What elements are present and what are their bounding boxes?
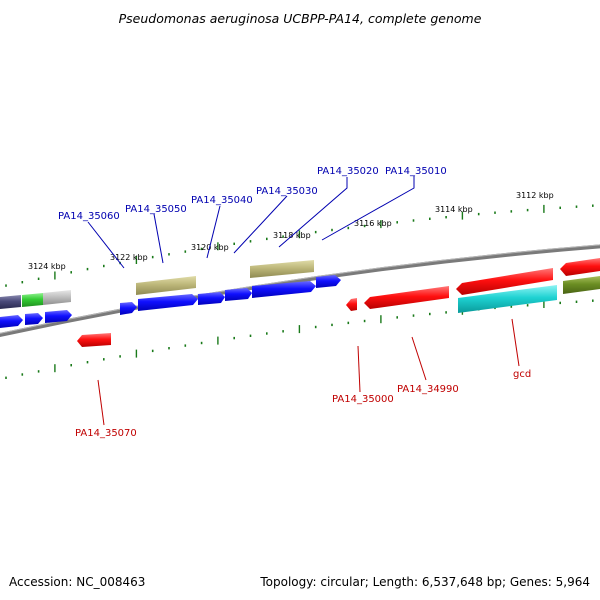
upper-tick-track	[5, 204, 594, 287]
gene-PA14_35040[interactable]	[198, 292, 225, 305]
reverse-strand-genes	[0, 258, 600, 347]
tick-label-3122: 3122 kbp	[110, 253, 148, 262]
gene-label-PA14_35010[interactable]: PA14_35010	[385, 166, 447, 177]
gene-feature[interactable]	[43, 290, 71, 305]
gene-feature[interactable]	[45, 310, 72, 323]
gene-label-PA14_35060[interactable]: PA14_35060	[58, 211, 120, 222]
gene-label-PA14_35050[interactable]: PA14_35050	[125, 204, 187, 215]
leader-line-PA14_34990	[411, 336, 427, 381]
leader-line-PA14_35020	[278, 177, 348, 248]
leader-line-PA14_35060	[87, 221, 125, 269]
leader-line-PA14_35050	[153, 213, 164, 264]
genome-title: Pseudomonas aeruginosa UCBPP-PA14, compl…	[119, 11, 482, 26]
leader-line-PA14_35010	[321, 176, 415, 241]
gene-feature[interactable]	[0, 315, 23, 328]
tick-label-3114: 3114 kbp	[435, 205, 473, 214]
leader-line-gcd	[511, 318, 520, 367]
gene-feature[interactable]	[458, 285, 557, 313]
gene-label-PA14_34990[interactable]: PA14_34990	[397, 384, 459, 395]
gene-PA14_35030[interactable]	[225, 288, 252, 301]
tick-label-3112: 3112 kbp	[516, 191, 554, 200]
accession-text: Accession: NC_008463	[9, 575, 145, 589]
gene-feature[interactable]	[0, 295, 21, 309]
leader-line-PA14_35040	[206, 205, 221, 259]
genome-backbone	[0, 244, 600, 337]
gene-feature[interactable]	[250, 260, 314, 278]
gene-feature[interactable]	[136, 276, 196, 295]
gene-feature[interactable]	[560, 258, 600, 276]
gene-PA14_35020[interactable]	[252, 281, 316, 298]
gene-PA14_35060[interactable]	[120, 302, 137, 315]
gene-PA14_35000[interactable]	[346, 298, 357, 311]
gene-gcd[interactable]	[456, 268, 553, 295]
gene-label-PA14_35020[interactable]: PA14_35020	[317, 166, 379, 177]
genome-backbone-highlight	[0, 244, 600, 334]
leader-line-PA14_35000	[357, 345, 361, 393]
leader-line-PA14_35030	[233, 195, 288, 254]
gene-label-gcd[interactable]: gcd	[513, 369, 531, 380]
tick-label-3116: 3116 kbp	[354, 219, 392, 228]
gene-feature[interactable]	[25, 313, 43, 325]
gene-label-PA14_35040[interactable]: PA14_35040	[191, 195, 253, 206]
gene-PA14_34990[interactable]	[364, 286, 449, 309]
gene-feature[interactable]	[22, 293, 43, 307]
gene-feature[interactable]	[563, 276, 600, 294]
gene-PA14_35070[interactable]	[77, 333, 111, 347]
gene-label-PA14_35000[interactable]: PA14_35000	[332, 394, 394, 405]
tick-label-3124: 3124 kbp	[28, 262, 66, 271]
forward-strand-genes	[0, 260, 600, 315]
gene-label-PA14_35070[interactable]: PA14_35070	[75, 428, 137, 439]
genome-summary-text: Topology: circular; Length: 6,537,648 bp…	[259, 575, 590, 589]
leader-line-PA14_35070	[97, 379, 105, 426]
gene-label-PA14_35030[interactable]: PA14_35030	[256, 186, 318, 197]
gene-PA14_35010[interactable]	[316, 275, 341, 288]
gene-PA14_35050[interactable]	[138, 294, 198, 311]
